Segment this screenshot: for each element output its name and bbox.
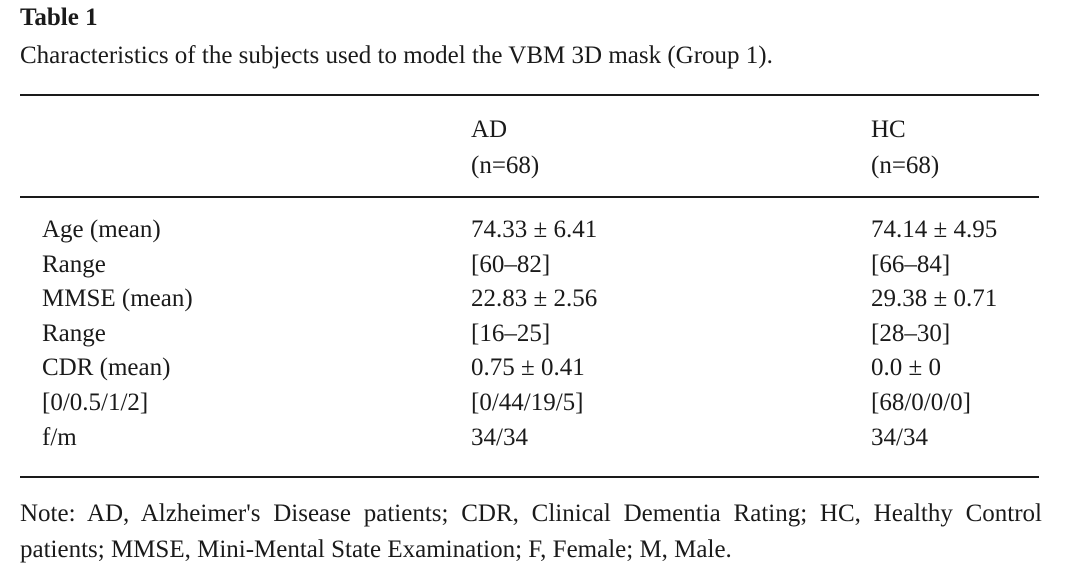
table-row: Age (mean) 74.33 ± 6.41 74.14 ± 4.95 [0, 213, 1071, 248]
column-header-hc-count: (n=68) [871, 152, 940, 179]
row-value-ad: 0.75 ± 0.41 [471, 354, 585, 382]
row-label: Age (mean) [42, 216, 161, 243]
row-value-ad: [0/44/19/5] [471, 388, 584, 416]
row-label: [0/0.5/1/2] [42, 388, 149, 416]
row-label: MMSE (mean) [42, 285, 193, 313]
row-value-hc: 34/34 [871, 423, 928, 451]
row-value-ad: 74.33 ± 6.41 [471, 216, 598, 243]
row-value-hc: 29.38 ± 0.71 [871, 285, 998, 313]
table-row: Range [16–25] [28–30] [0, 317, 1071, 352]
table-title: Table 1 [20, 4, 98, 31]
table-row: Range [60–82] [66–84] [0, 248, 1071, 283]
table-note: Note: AD, Alzheimer's Disease patients; … [20, 500, 1042, 563]
row-label: f/m [42, 423, 77, 451]
column-header-hc-name: HC [871, 116, 906, 143]
bottom-rule [20, 476, 1039, 478]
row-value-ad: [60–82] [471, 250, 551, 278]
table-caption: Characteristics of the subjects used to … [20, 42, 773, 69]
table-row: [0/0.5/1/2] [0/44/19/5] [68/0/0/0] [0, 386, 1071, 421]
table-body: Age (mean) 74.33 ± 6.41 74.14 ± 4.95 Ran… [0, 213, 1071, 455]
column-header-ad: AD (n=68) [471, 112, 539, 184]
row-label: CDR (mean) [42, 354, 171, 382]
row-value-hc: [68/0/0/0] [871, 388, 971, 416]
row-value-ad: [16–25] [471, 319, 551, 347]
row-value-ad: 22.83 ± 2.56 [471, 285, 598, 313]
row-value-hc: 0.0 ± 0 [871, 354, 941, 382]
header-rule [20, 196, 1039, 198]
row-value-ad: 34/34 [471, 423, 528, 451]
row-value-hc: [66–84] [871, 250, 951, 278]
column-header-ad-name: AD [471, 116, 508, 143]
row-label: Range [42, 250, 106, 278]
top-rule [20, 94, 1039, 96]
table-row: MMSE (mean) 22.83 ± 2.56 29.38 ± 0.71 [0, 282, 1071, 317]
row-value-hc: [28–30] [871, 319, 951, 347]
column-header-hc: HC (n=68) [871, 112, 939, 184]
table-row: CDR (mean) 0.75 ± 0.41 0.0 ± 0 [0, 351, 1071, 386]
column-header-ad-count: (n=68) [471, 152, 540, 179]
row-value-hc: 74.14 ± 4.95 [871, 216, 998, 243]
table-row: f/m 34/34 34/34 [0, 421, 1071, 456]
row-label: Range [42, 319, 106, 347]
